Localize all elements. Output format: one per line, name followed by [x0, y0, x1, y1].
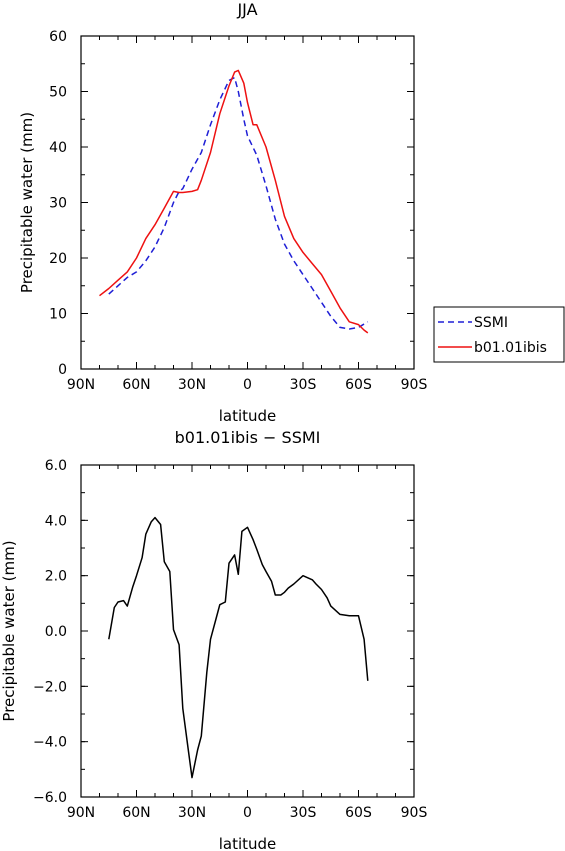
y-tick-label: 30: [49, 196, 67, 212]
x-tick-label: 60N: [122, 377, 150, 393]
y-tick-label: 2.0: [45, 569, 67, 585]
y-tick-label: 10: [49, 307, 67, 323]
plot-frame: [80, 35, 415, 370]
y-tick-labels: −6.0 −4.0 −2.0 0.0 2.0 4.0 6.0: [33, 458, 67, 806]
y-axis-label: Precipitable water (mm): [18, 112, 36, 293]
x-tick-label: 90N: [67, 805, 95, 821]
y-tick-label: 6.0: [45, 458, 67, 474]
x-tick-label: 60S: [345, 377, 372, 393]
x-tick-label: 90S: [401, 805, 428, 821]
legend-label-model: b01.01ibis: [474, 340, 547, 356]
x-axis-label: latitude: [219, 835, 277, 851]
x-tick-label: 90N: [67, 377, 95, 393]
y-tick-label: −4.0: [33, 735, 67, 751]
plot-frame: [80, 464, 415, 798]
x-tick-label: 30S: [290, 377, 317, 393]
chart-title: JJA: [236, 0, 257, 19]
series-line-1: [99, 69, 369, 334]
series-group: [108, 516, 369, 779]
x-tick-labels: 90N 60N 30N 0 30S 60S 90S: [67, 805, 428, 821]
y-tick-labels: 0 10 20 30 40 50 60: [49, 29, 67, 378]
y-tick-label: −2.0: [33, 679, 67, 695]
legend-box: [433, 306, 565, 363]
series-group: [99, 69, 369, 334]
y-tick-label: 0.0: [45, 624, 67, 640]
y-axis-label: Precipitable water (mm): [0, 540, 18, 721]
bottom-chart-panel: b01.01ibis − SSMI 90N 60N 30N 0 30S 60S 90S −6…: [0, 428, 427, 851]
y-tick-label: 50: [49, 85, 67, 101]
x-tick-labels: 90N 60N 30N 0 30S 60S 90S: [67, 377, 428, 393]
x-tick-label: 30N: [178, 377, 206, 393]
series-line-0: [108, 76, 369, 330]
x-tick-label: 30S: [290, 805, 317, 821]
x-tick-label: 60S: [345, 805, 372, 821]
y-tick-label: 20: [49, 251, 67, 267]
tick-marks: [80, 35, 415, 370]
y-tick-label: 4.0: [45, 513, 67, 529]
legend: SSMI b01.01ibis: [433, 306, 565, 363]
x-tick-label: 60N: [122, 805, 150, 821]
top-chart-panel: JJA 90N 60N 30N 0 30S 60S 90S 0 10 20 30 40 50 60 la…: [18, 0, 427, 425]
x-axis-label: latitude: [219, 407, 277, 425]
y-tick-label: −6.0: [33, 790, 67, 806]
y-tick-label: 40: [49, 140, 67, 156]
x-tick-label: 90S: [401, 377, 428, 393]
x-tick-label: 0: [243, 377, 252, 393]
series-line-0: [108, 516, 369, 779]
x-tick-label: 0: [243, 805, 252, 821]
x-tick-label: 30N: [178, 805, 206, 821]
chart-title: b01.01ibis − SSMI: [175, 428, 321, 447]
y-tick-label: 0: [58, 362, 67, 378]
tick-marks: [80, 464, 415, 798]
legend-label-ssmi: SSMI: [474, 315, 508, 331]
y-tick-label: 60: [49, 29, 67, 45]
